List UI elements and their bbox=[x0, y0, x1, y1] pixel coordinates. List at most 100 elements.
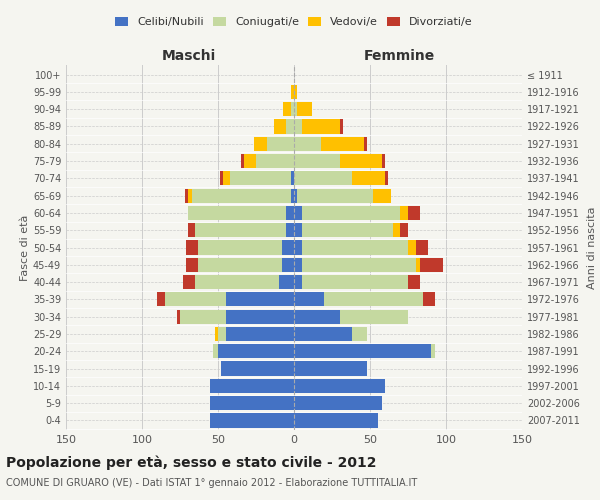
Bar bbox=[294, 240, 302, 254]
Y-axis label: Fasce di età: Fasce di età bbox=[20, 214, 30, 280]
Bar bbox=[226, 310, 294, 324]
Bar bbox=[393, 223, 400, 238]
Bar bbox=[294, 379, 385, 393]
Bar bbox=[352, 171, 385, 186]
Bar bbox=[373, 188, 391, 202]
Bar bbox=[218, 344, 294, 358]
Bar bbox=[291, 84, 294, 99]
Bar bbox=[177, 310, 180, 324]
Bar bbox=[294, 120, 302, 134]
Bar bbox=[294, 362, 367, 376]
Bar bbox=[157, 292, 165, 306]
Bar bbox=[165, 292, 226, 306]
Text: Femmine: Femmine bbox=[363, 49, 434, 63]
Bar bbox=[302, 275, 408, 289]
Bar bbox=[226, 292, 294, 306]
Bar bbox=[294, 327, 352, 341]
Bar bbox=[220, 171, 223, 186]
Bar bbox=[352, 327, 367, 341]
Bar bbox=[286, 206, 294, 220]
Bar bbox=[294, 171, 352, 186]
Bar bbox=[294, 310, 340, 324]
Bar bbox=[241, 154, 244, 168]
Bar bbox=[297, 102, 312, 116]
Bar bbox=[423, 292, 436, 306]
Bar bbox=[244, 154, 256, 168]
Bar bbox=[294, 102, 297, 116]
Bar bbox=[408, 206, 420, 220]
Bar bbox=[294, 84, 297, 99]
Bar bbox=[185, 188, 188, 202]
Bar bbox=[223, 171, 230, 186]
Bar bbox=[302, 120, 340, 134]
Text: Maschi: Maschi bbox=[162, 49, 216, 63]
Bar bbox=[408, 275, 420, 289]
Bar bbox=[286, 223, 294, 238]
Bar bbox=[294, 414, 377, 428]
Bar bbox=[294, 258, 302, 272]
Bar bbox=[340, 310, 408, 324]
Bar bbox=[279, 275, 294, 289]
Bar bbox=[211, 379, 294, 393]
Bar bbox=[226, 327, 294, 341]
Bar bbox=[302, 240, 408, 254]
Bar bbox=[291, 188, 294, 202]
Y-axis label: Anni di nascita: Anni di nascita bbox=[587, 206, 596, 289]
Bar bbox=[186, 258, 198, 272]
Bar bbox=[230, 171, 291, 186]
Bar bbox=[400, 206, 408, 220]
Legend: Celibi/Nubili, Coniugati/e, Vedovi/e, Divorziati/e: Celibi/Nubili, Coniugati/e, Vedovi/e, Di… bbox=[111, 12, 477, 32]
Bar bbox=[325, 292, 423, 306]
Bar bbox=[183, 275, 195, 289]
Bar bbox=[340, 154, 382, 168]
Bar bbox=[211, 396, 294, 410]
Bar bbox=[291, 102, 294, 116]
Bar bbox=[294, 223, 302, 238]
Bar bbox=[215, 327, 218, 341]
Bar bbox=[211, 414, 294, 428]
Bar bbox=[282, 240, 294, 254]
Bar bbox=[294, 275, 302, 289]
Bar bbox=[291, 171, 294, 186]
Bar bbox=[302, 223, 393, 238]
Bar bbox=[302, 206, 400, 220]
Bar bbox=[364, 136, 367, 151]
Bar bbox=[256, 154, 294, 168]
Bar bbox=[294, 206, 302, 220]
Bar bbox=[294, 344, 431, 358]
Bar bbox=[382, 154, 385, 168]
Bar bbox=[195, 275, 279, 289]
Bar bbox=[294, 292, 325, 306]
Bar bbox=[286, 120, 294, 134]
Bar bbox=[294, 136, 322, 151]
Bar bbox=[294, 396, 382, 410]
Text: Popolazione per età, sesso e stato civile - 2012: Popolazione per età, sesso e stato civil… bbox=[6, 455, 377, 469]
Bar bbox=[282, 258, 294, 272]
Bar bbox=[188, 223, 195, 238]
Bar bbox=[218, 327, 226, 341]
Bar bbox=[416, 240, 428, 254]
Bar bbox=[266, 136, 294, 151]
Text: COMUNE DI GRUARO (VE) - Dati ISTAT 1° gennaio 2012 - Elaborazione TUTTITALIA.IT: COMUNE DI GRUARO (VE) - Dati ISTAT 1° ge… bbox=[6, 478, 417, 488]
Bar bbox=[214, 344, 218, 358]
Bar bbox=[186, 240, 198, 254]
Bar bbox=[420, 258, 443, 272]
Bar bbox=[195, 223, 286, 238]
Bar bbox=[408, 240, 416, 254]
Bar bbox=[283, 102, 291, 116]
Bar bbox=[400, 223, 408, 238]
Bar bbox=[188, 206, 286, 220]
Bar bbox=[192, 188, 291, 202]
Bar bbox=[302, 258, 416, 272]
Bar bbox=[385, 171, 388, 186]
Bar bbox=[297, 188, 373, 202]
Bar bbox=[180, 310, 226, 324]
Bar bbox=[322, 136, 364, 151]
Bar bbox=[294, 154, 340, 168]
Bar bbox=[254, 136, 266, 151]
Bar bbox=[188, 188, 192, 202]
Bar bbox=[340, 120, 343, 134]
Bar bbox=[416, 258, 420, 272]
Bar bbox=[294, 188, 297, 202]
Bar bbox=[431, 344, 436, 358]
